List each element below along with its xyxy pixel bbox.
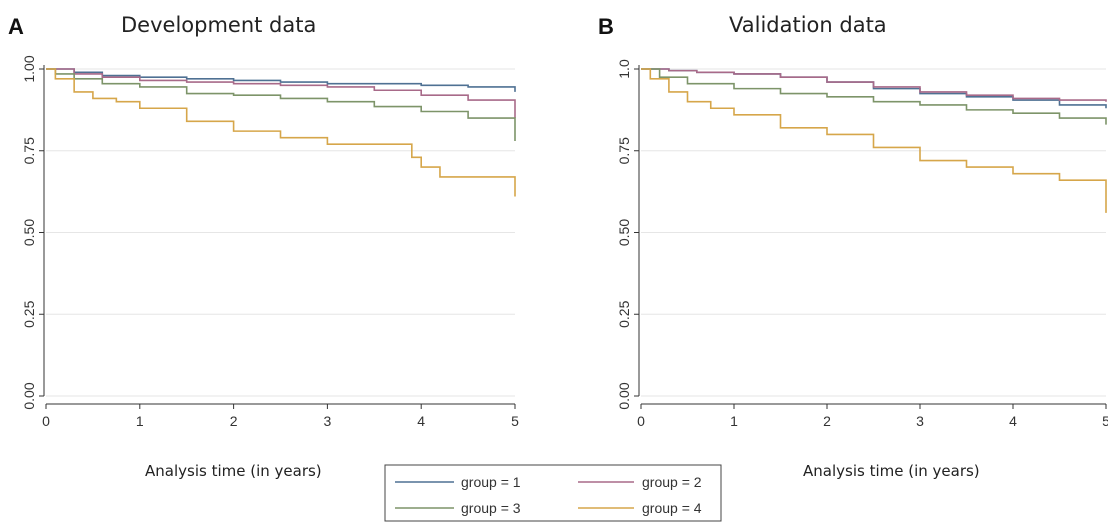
- y-tick-label-validation: 0.25: [616, 300, 632, 327]
- legend-label-group-3: group = 3: [461, 500, 521, 516]
- km-curve-group-1-development: [46, 68, 516, 92]
- km-curve-group-2-development: [46, 68, 516, 119]
- km-curve-group-4-development: [46, 68, 516, 197]
- panel-letter-b: B: [598, 14, 614, 39]
- panel-letter-a: A: [8, 14, 24, 39]
- plot-area-development: 0.00 0.25 0.50 0.75 1.00 0 1 2 3 4 5: [21, 55, 519, 429]
- legend-label-group-4: group = 4: [642, 500, 702, 516]
- legend-box: [384, 464, 722, 522]
- x-tick-label-validation: 3: [916, 413, 924, 429]
- legend: group = 1 group = 2 group = 3 group = 4: [384, 464, 722, 522]
- y-tick-label-validation: 1.0: [616, 59, 632, 79]
- x-tick-label-validation: 0: [637, 413, 645, 429]
- y-tick-label-development: 0.25: [21, 300, 37, 327]
- km-curve-group-2-validation: [641, 68, 1107, 102]
- y-tick-label-development: 0.50: [21, 219, 37, 246]
- x-tick-label-validation: 5: [1102, 413, 1108, 429]
- y-tick-label-validation: 0.50: [616, 219, 632, 246]
- plot-area-validation: 0.00 0.25 0.50 0.75 1.0 0 1 2 3 4 5: [616, 59, 1108, 429]
- y-tick-label-validation: 0.00: [616, 382, 632, 409]
- y-tick-label-validation: 0.75: [616, 137, 632, 164]
- legend-label-group-2: group = 2: [642, 474, 702, 490]
- km-curve-group-3-development: [46, 68, 516, 141]
- panel-title-validation: Validation data: [729, 13, 887, 37]
- x-axis-title-validation: Analysis time (in years): [803, 462, 980, 480]
- x-tick-label-validation: 1: [730, 413, 738, 429]
- panel-development: A Development data Analysis time (in yea…: [8, 13, 519, 480]
- x-tick-label-development: 2: [230, 413, 238, 429]
- panel-title-development: Development data: [121, 13, 316, 37]
- x-tick-label-validation: 4: [1009, 413, 1017, 429]
- km-curve-group-3-validation: [641, 68, 1107, 125]
- y-tick-label-development: 1.00: [21, 55, 37, 82]
- x-tick-label-development: 0: [42, 413, 50, 429]
- panel-validation: B Validation data Analysis time (in year…: [598, 13, 1108, 480]
- x-tick-label-development: 5: [511, 413, 519, 429]
- x-tick-label-development: 4: [417, 413, 425, 429]
- x-tick-label-development: 1: [136, 413, 144, 429]
- legend-label-group-1: group = 1: [461, 474, 521, 490]
- x-tick-label-development: 3: [324, 413, 332, 429]
- x-tick-label-validation: 2: [823, 413, 831, 429]
- y-tick-label-development: 0.00: [21, 382, 37, 409]
- x-axis-title-development: Analysis time (in years): [145, 462, 322, 480]
- km-curve-group-4-validation: [641, 68, 1107, 213]
- y-tick-label-development: 0.75: [21, 137, 37, 164]
